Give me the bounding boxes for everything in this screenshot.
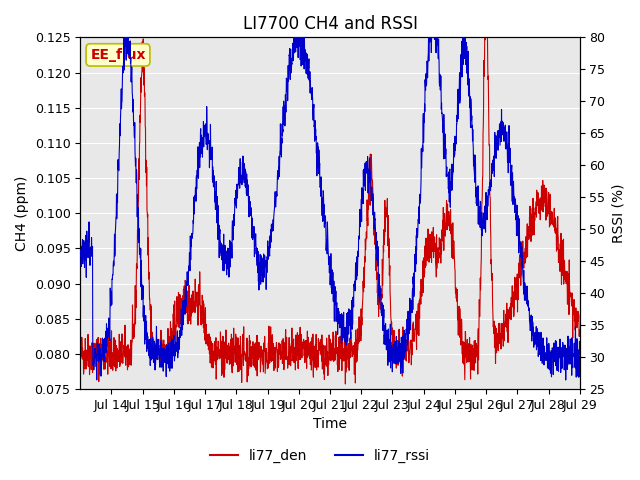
Text: EE_flux: EE_flux: [90, 48, 146, 62]
Legend: li77_den, li77_rssi: li77_den, li77_rssi: [204, 443, 436, 468]
X-axis label: Time: Time: [313, 418, 347, 432]
Title: LI7700 CH4 and RSSI: LI7700 CH4 and RSSI: [243, 15, 417, 33]
Y-axis label: CH4 (ppm): CH4 (ppm): [15, 176, 29, 251]
Y-axis label: RSSI (%): RSSI (%): [611, 183, 625, 243]
